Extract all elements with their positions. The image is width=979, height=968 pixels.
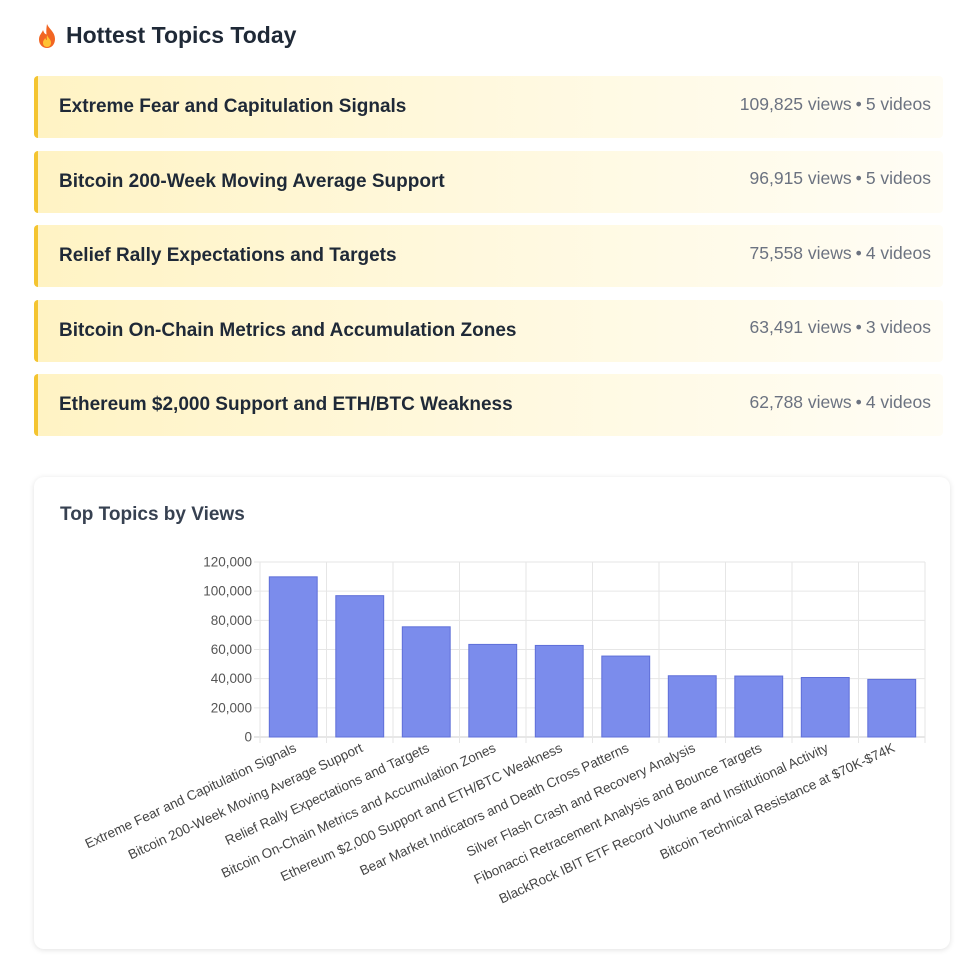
topic-meta: 63,491 views • 3 videos (750, 317, 931, 338)
topic-videos: 4 videos (865, 391, 931, 412)
chart-card: Top Topics by Views 0 20,000 40,000 60,000 8… (34, 477, 950, 949)
fire-icon (39, 23, 55, 48)
topic-name: Ethereum $2,000 Support and ETH/BTC Weak… (59, 394, 513, 415)
topic-videos: 4 videos (865, 242, 931, 263)
topic-meta: 96,915 views • 5 videos (750, 168, 931, 189)
bar-chart: 020,00040,00060,00080,000100,000120,000E… (83, 555, 926, 906)
topic-item[interactable]: Extreme Fear and Capitulation Signals 10… (34, 76, 943, 138)
meta-separator: • (855, 242, 862, 263)
topic-item[interactable]: Bitcoin On-Chain Metrics and Accumulatio… (34, 299, 943, 362)
y-tick-label: 80,000 (211, 613, 252, 628)
bar (667, 675, 717, 738)
topic-name: Bitcoin On-Chain Metrics and Accumulatio… (59, 319, 517, 341)
bar (468, 643, 518, 738)
y-tick-label: 120,000 (203, 555, 252, 570)
topic-name: Extreme Fear and Capitulation Signals (59, 96, 407, 117)
chart-title: Top Topics by Views (60, 504, 245, 525)
topic-videos: 5 videos (865, 168, 931, 188)
topic-item[interactable]: Bitcoin 200-Week Moving Average Support … (34, 150, 943, 213)
topic-item[interactable]: Relief Rally Expectations and Targets 75… (34, 225, 943, 287)
meta-separator: • (855, 317, 862, 337)
meta-separator: • (855, 93, 862, 114)
section-title-text: Hottest Topics Today (66, 22, 297, 48)
topic-meta: 109,825 views • 5 videos (740, 94, 931, 115)
y-tick-label: 0 (244, 730, 252, 745)
topic-videos: 5 videos (865, 93, 931, 114)
topic-views: 63,491 views (749, 317, 852, 337)
topic-views: 75,558 views (749, 242, 852, 263)
topic-name: Relief Rally Expectations and Targets (59, 245, 397, 266)
topic-views: 62,788 views (749, 391, 852, 412)
bar (734, 675, 784, 738)
bar (534, 644, 584, 738)
meta-separator: • (855, 391, 862, 412)
bar (268, 576, 318, 738)
topic-list: Extreme Fear and Capitulation Signals 10… (34, 76, 943, 449)
bar (867, 678, 917, 738)
y-tick-label: 40,000 (211, 671, 252, 686)
y-tick-label: 100,000 (203, 584, 252, 599)
topic-item[interactable]: Ethereum $2,000 Support and ETH/BTC Weak… (34, 374, 943, 436)
topic-views: 96,915 views (749, 168, 852, 188)
topic-meta: 75,558 views • 4 videos (750, 243, 931, 264)
topic-name: Bitcoin 200-Week Moving Average Support (59, 170, 445, 192)
meta-separator: • (855, 168, 862, 188)
bar (335, 595, 385, 738)
bar (800, 677, 850, 738)
topic-views: 109,825 views (739, 93, 852, 114)
section-title: Hottest Topics Today (36, 22, 296, 49)
y-tick-label: 20,000 (211, 700, 252, 715)
bar (601, 655, 651, 738)
topic-videos: 3 videos (865, 317, 931, 337)
topic-meta: 62,788 views • 4 videos (750, 392, 931, 413)
bar (401, 626, 451, 738)
y-tick-label: 60,000 (211, 642, 252, 657)
